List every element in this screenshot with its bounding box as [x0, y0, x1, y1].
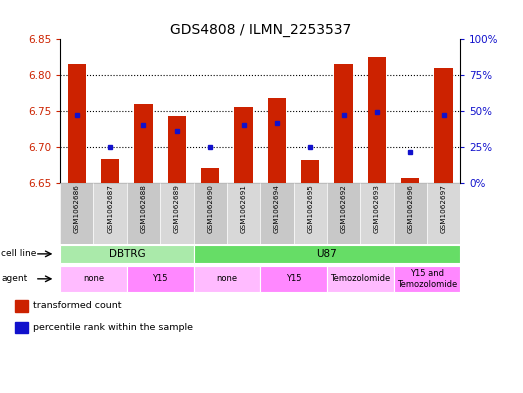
Text: U87: U87	[316, 249, 337, 259]
Bar	[160, 183, 194, 244]
Text: transformed count: transformed count	[33, 301, 121, 310]
Bar	[127, 266, 194, 292]
Text: GSM1062688: GSM1062688	[141, 185, 146, 233]
Text: GSM1062689: GSM1062689	[174, 185, 180, 233]
Bar	[60, 245, 194, 263]
Bar	[394, 266, 460, 292]
Text: GSM1062692: GSM1062692	[340, 185, 347, 233]
Text: GSM1062694: GSM1062694	[274, 185, 280, 233]
Bar	[301, 160, 320, 183]
Text: GSM1062697: GSM1062697	[440, 185, 447, 233]
Bar	[435, 68, 453, 183]
Bar	[227, 183, 260, 244]
Bar	[194, 183, 227, 244]
Text: agent: agent	[1, 274, 27, 283]
Text: none: none	[83, 274, 104, 283]
Bar	[293, 183, 327, 244]
Text: GSM1062696: GSM1062696	[407, 185, 413, 233]
Bar	[127, 183, 160, 244]
Text: DBTRG: DBTRG	[108, 249, 145, 259]
Bar	[16, 300, 28, 312]
Bar	[60, 266, 127, 292]
Text: GSM1062691: GSM1062691	[241, 185, 246, 233]
Bar	[194, 245, 460, 263]
Bar	[260, 266, 327, 292]
Bar	[94, 183, 127, 244]
Text: Y15: Y15	[286, 274, 301, 283]
Bar	[134, 104, 153, 183]
Bar	[368, 57, 386, 183]
Text: GSM1062686: GSM1062686	[74, 185, 80, 233]
Bar	[327, 266, 393, 292]
Bar	[234, 107, 253, 183]
Text: GSM1062695: GSM1062695	[307, 185, 313, 233]
Bar	[168, 116, 186, 183]
Bar	[16, 322, 28, 333]
Text: cell line: cell line	[1, 250, 37, 258]
Text: GSM1062687: GSM1062687	[107, 185, 113, 233]
Bar	[334, 64, 353, 183]
Bar	[327, 183, 360, 244]
Bar	[201, 169, 219, 183]
Text: Y15: Y15	[152, 274, 168, 283]
Text: Temozolomide: Temozolomide	[330, 274, 390, 283]
Text: GSM1062690: GSM1062690	[207, 185, 213, 233]
Text: Y15 and
Temozolomide: Y15 and Temozolomide	[397, 269, 457, 288]
Title: GDS4808 / ILMN_2253537: GDS4808 / ILMN_2253537	[169, 23, 351, 37]
Text: none: none	[217, 274, 237, 283]
Bar	[101, 159, 119, 183]
Bar	[427, 183, 460, 244]
Bar	[67, 64, 86, 183]
Bar	[60, 183, 94, 244]
Text: GSM1062693: GSM1062693	[374, 185, 380, 233]
Bar	[360, 183, 393, 244]
Bar	[394, 183, 427, 244]
Bar	[268, 98, 286, 183]
Bar	[194, 266, 260, 292]
Bar	[260, 183, 293, 244]
Bar	[401, 178, 419, 183]
Text: percentile rank within the sample: percentile rank within the sample	[33, 323, 193, 332]
